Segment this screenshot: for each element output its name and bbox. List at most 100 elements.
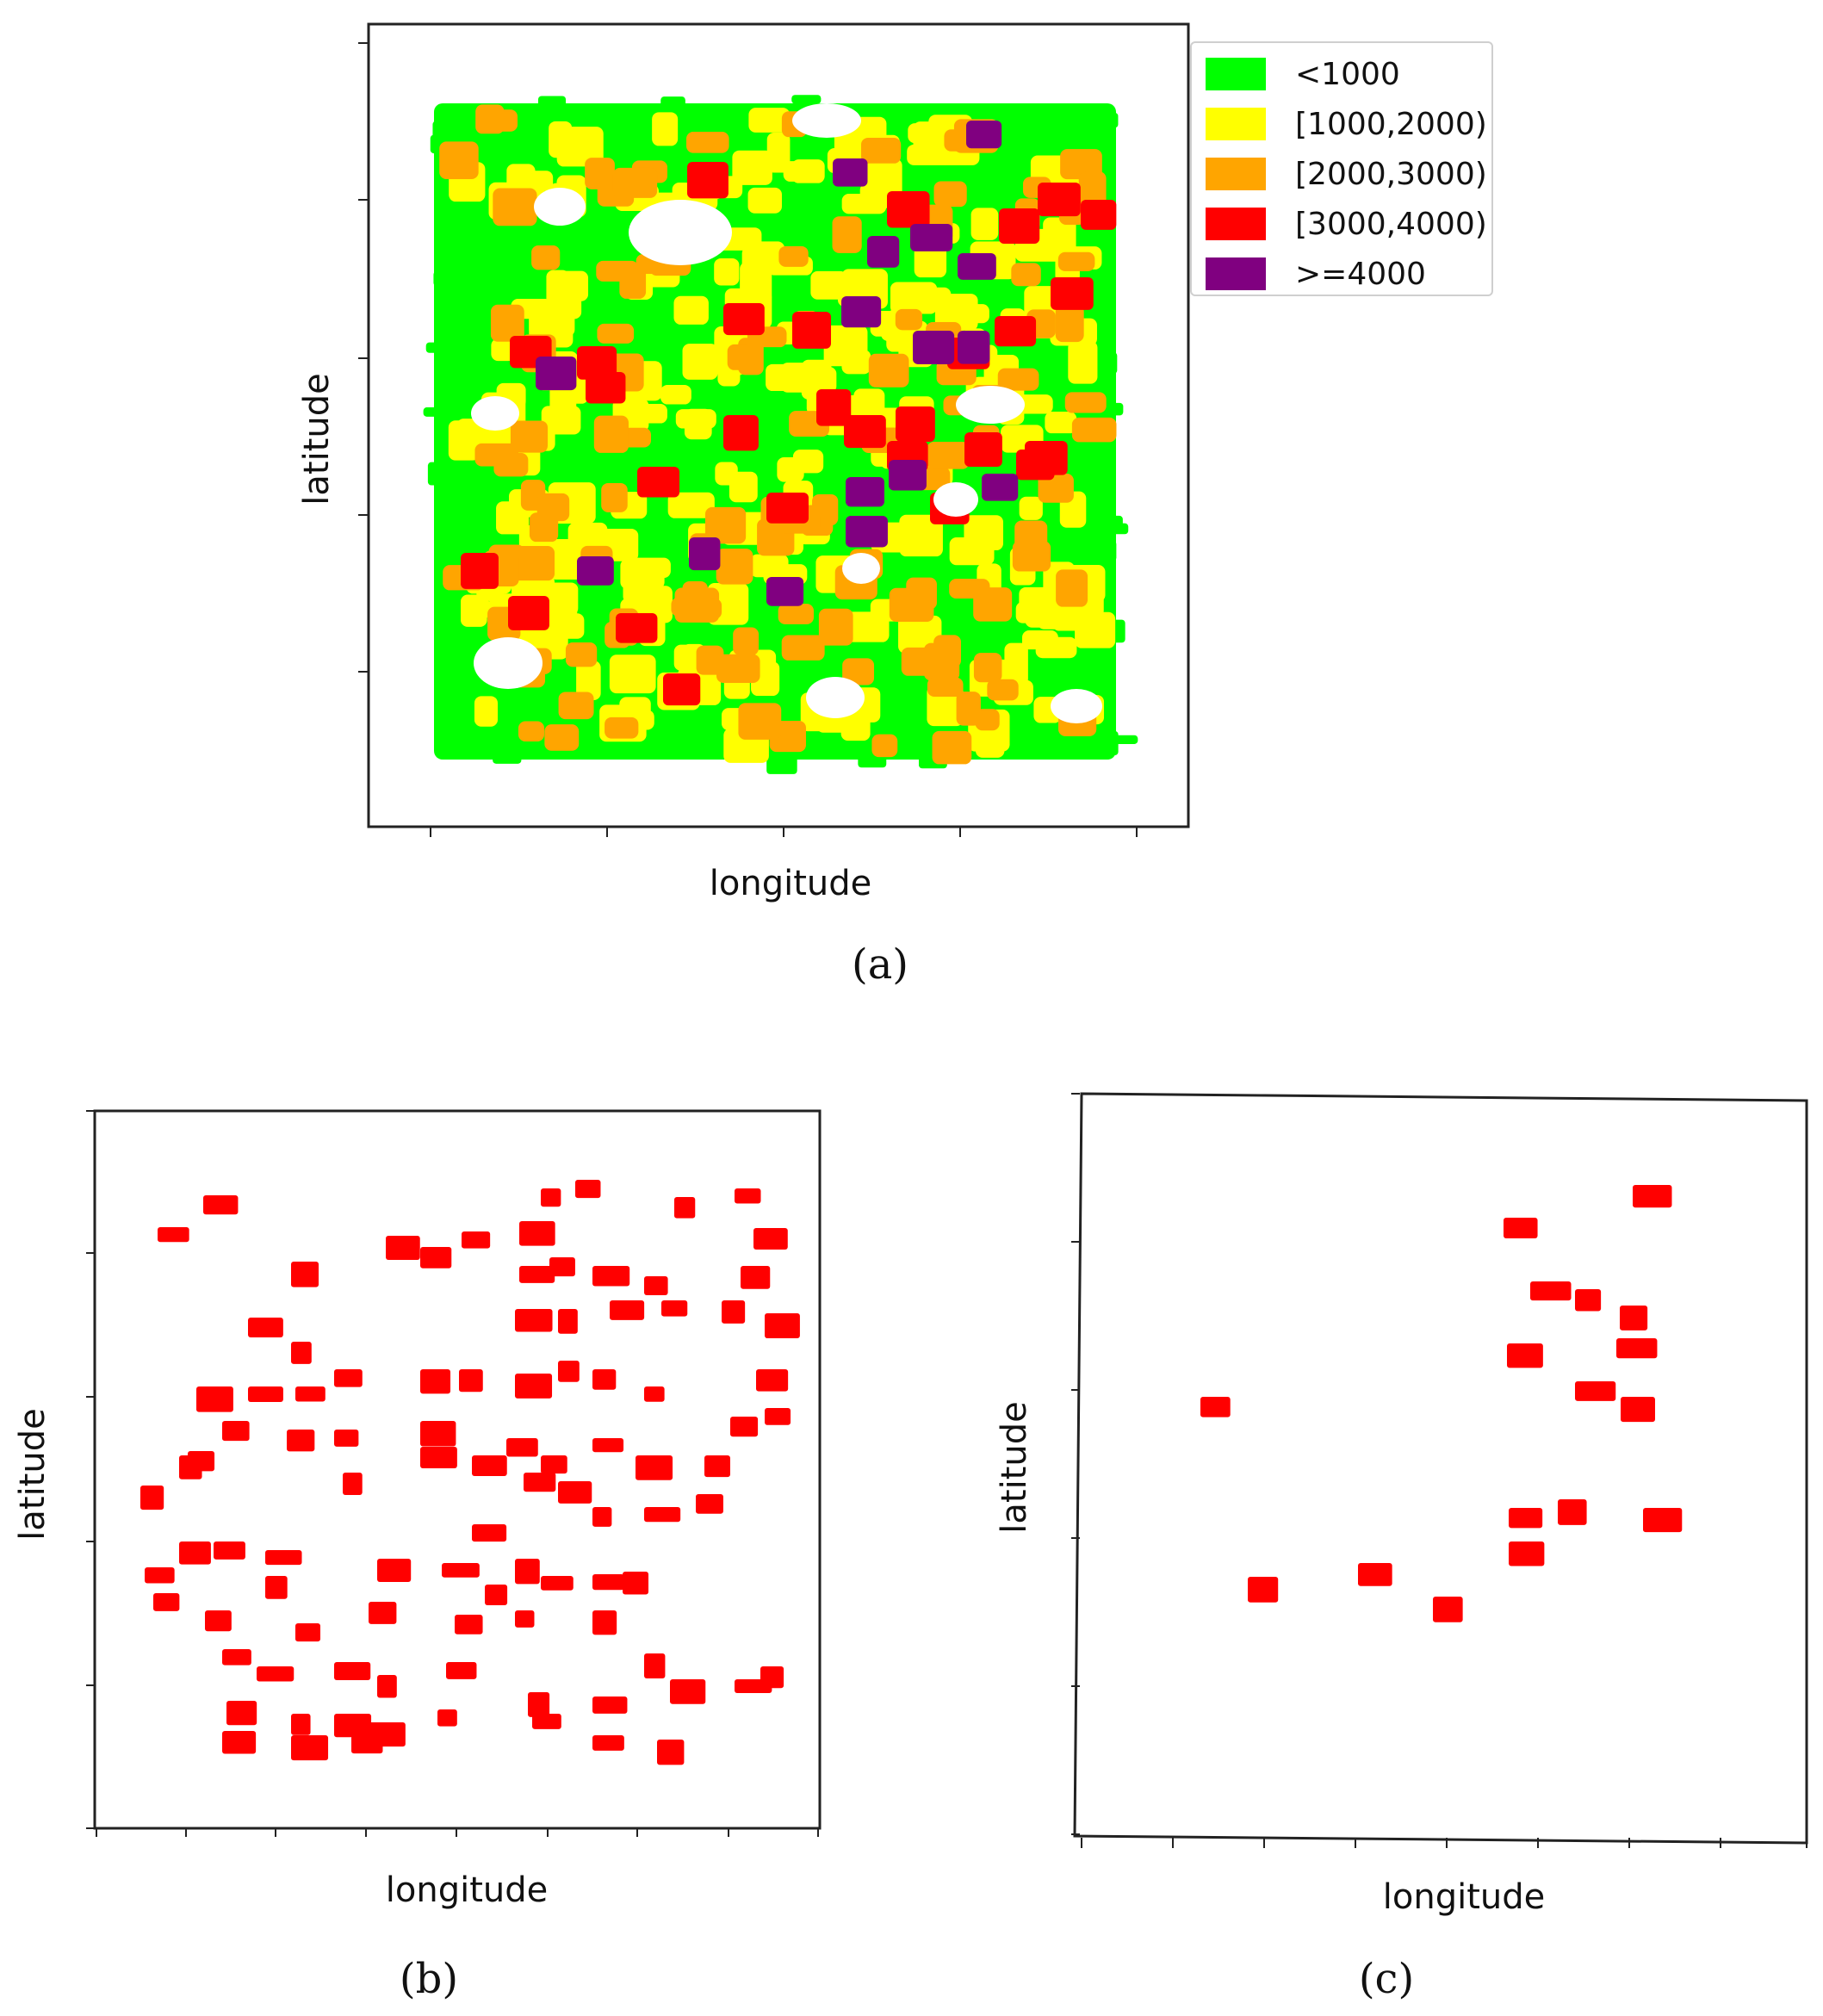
- point-cluster: [1633, 1185, 1672, 1208]
- orange-cluster: [510, 420, 549, 453]
- yellow-cluster: [748, 108, 791, 133]
- point-cluster: [623, 1572, 649, 1595]
- red-cluster: [1038, 183, 1081, 217]
- yellow-cluster: [619, 697, 651, 717]
- yellow-cluster: [845, 611, 890, 642]
- point-cluster: [592, 1507, 612, 1527]
- legend-item: [3000,4000): [1206, 206, 1487, 242]
- orange-cluster: [997, 368, 1039, 391]
- green-cluster: [973, 623, 990, 636]
- point-cluster: [549, 1257, 575, 1277]
- orange-cluster: [1064, 392, 1107, 413]
- orange-cluster: [973, 587, 1013, 622]
- orange-cluster: [1057, 251, 1095, 271]
- red-cluster: [964, 432, 1002, 468]
- legend-label: [1000,2000): [1295, 106, 1487, 142]
- orange-cluster: [1038, 474, 1074, 503]
- point-cluster: [295, 1386, 326, 1402]
- green-cluster: [462, 677, 475, 692]
- green-cluster: [760, 392, 783, 413]
- legend-swatch: [1206, 108, 1266, 140]
- point-cluster: [158, 1227, 189, 1243]
- legend-label: [3000,4000): [1295, 206, 1487, 242]
- yellow-cluster: [1015, 601, 1050, 623]
- red-cluster: [461, 553, 499, 589]
- green-cluster: [567, 444, 598, 455]
- yellow-cluster: [841, 350, 871, 375]
- yellow-cluster: [628, 591, 654, 611]
- green-cluster: [600, 283, 616, 299]
- point-cluster: [592, 1735, 624, 1751]
- green-cluster: [1101, 515, 1123, 533]
- purple-cluster: [910, 224, 953, 251]
- green-cluster: [482, 253, 505, 276]
- point-cluster: [291, 1714, 311, 1735]
- point-cluster: [334, 1714, 372, 1738]
- point-cluster: [519, 1266, 555, 1283]
- yellow-cluster: [766, 132, 791, 173]
- empty-area: [933, 482, 978, 517]
- a-red-layer: [461, 162, 1117, 706]
- orange-cluster: [558, 692, 594, 720]
- orange-cluster: [727, 344, 755, 370]
- yellow-cluster: [732, 150, 772, 185]
- green-cluster: [785, 682, 803, 694]
- orange-cluster: [932, 730, 972, 765]
- point-cluster: [541, 1188, 561, 1207]
- green-cluster: [1084, 509, 1099, 532]
- orange-cluster: [605, 716, 639, 739]
- point-cluster: [670, 1679, 706, 1704]
- panel-b-map: [86, 1109, 822, 1837]
- yellow-cluster: [609, 654, 656, 694]
- orange-cluster: [987, 679, 1019, 701]
- point-cluster: [265, 1576, 288, 1599]
- green-cluster: [660, 96, 685, 112]
- point-cluster: [420, 1369, 451, 1394]
- point-cluster: [442, 1563, 480, 1578]
- yellow-cluster: [682, 344, 718, 380]
- legend-swatch: [1206, 58, 1266, 90]
- green-cluster: [494, 280, 525, 291]
- orange-cluster: [511, 546, 555, 581]
- point-cluster: [420, 1247, 452, 1269]
- orange-cluster: [612, 167, 658, 198]
- red-cluster: [1051, 277, 1094, 310]
- red-cluster: [586, 372, 626, 404]
- point-cluster: [730, 1417, 759, 1437]
- orange-cluster: [927, 677, 964, 697]
- point-cluster: [1558, 1499, 1587, 1525]
- orange-cluster: [832, 216, 862, 253]
- purple-cluster: [958, 331, 990, 364]
- orange-cluster: [1056, 569, 1088, 607]
- green-cluster: [474, 678, 492, 702]
- purple-cluster: [689, 537, 721, 571]
- orange-cluster: [933, 181, 967, 208]
- point-cluster: [515, 1374, 553, 1399]
- point-cluster: [295, 1623, 320, 1642]
- panel-a-ylabel: latitude: [297, 373, 337, 506]
- orange-cluster: [601, 482, 628, 512]
- orange-cluster: [975, 709, 1000, 731]
- green-cluster: [464, 521, 491, 538]
- point-cluster: [760, 1666, 784, 1689]
- point-cluster: [334, 1430, 359, 1447]
- point-cluster: [1433, 1597, 1463, 1622]
- orange-cluster: [531, 245, 561, 270]
- point-cluster: [377, 1559, 412, 1583]
- purple-cluster: [846, 477, 884, 507]
- point-cluster: [485, 1585, 508, 1606]
- panel-a-legend: <1000 [1000,2000) [2000,3000) [3000,4000…: [1190, 41, 1493, 296]
- panel-a-xlabel: longitude: [709, 864, 872, 903]
- point-cluster: [528, 1692, 550, 1717]
- point-cluster: [351, 1735, 383, 1754]
- yellow-cluster: [964, 515, 1003, 551]
- point-cluster: [334, 1369, 363, 1387]
- point-cluster: [203, 1195, 239, 1215]
- orange-cluster: [593, 415, 629, 453]
- point-cluster: [205, 1610, 232, 1632]
- point-cluster: [153, 1593, 180, 1611]
- legend-item: [2000,3000): [1206, 157, 1487, 192]
- yellow-cluster: [541, 406, 581, 435]
- point-cluster: [722, 1300, 746, 1324]
- legend-swatch: [1206, 158, 1266, 190]
